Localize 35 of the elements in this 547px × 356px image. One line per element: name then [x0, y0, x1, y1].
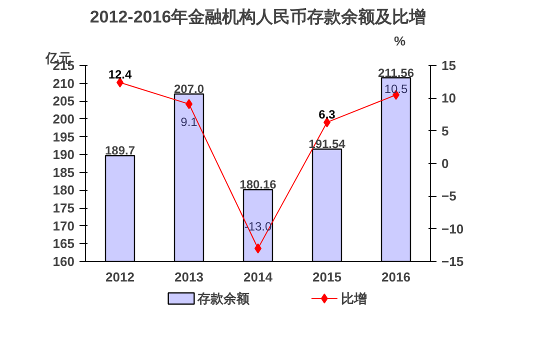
y-tick-label: 165	[52, 236, 75, 252]
y2-axis-title: %	[394, 34, 406, 48]
chart-title: 2012-2016年金融机构人民币存款余额及比增	[90, 8, 426, 26]
y-tick-label: 170	[52, 218, 75, 234]
y2-tick-label: 5	[442, 123, 449, 138]
x-tick-label: 2013	[174, 270, 204, 284]
data-label: 180.16	[240, 178, 277, 192]
y2-tick-label: −5	[442, 188, 456, 204]
x-tick-label: 2014	[244, 270, 274, 284]
data-label: 9.1	[180, 115, 198, 130]
y-tick-label: 185	[52, 164, 75, 180]
data-label: 189.7	[104, 144, 136, 158]
y2-tick-label: −10	[442, 221, 464, 236]
y-tick-label: 180	[52, 182, 75, 198]
y-tick-label: 175	[52, 200, 75, 216]
y-tick-label: 210	[52, 76, 75, 91]
legend-label: 比增	[340, 291, 367, 306]
legend-label: 存款余额	[196, 291, 251, 306]
x-tick-label: 2015	[312, 270, 342, 284]
data-label: 207.0	[174, 82, 204, 96]
data-label: 211.56	[378, 66, 414, 80]
x-tick-label: 2012	[106, 270, 134, 284]
y-tick-label: 195	[52, 129, 75, 144]
y2-tick-label: 0	[442, 156, 449, 171]
y2-tick-label: −15	[442, 254, 464, 269]
y-tick-label: 200	[52, 111, 75, 126]
y2-tick-label: 10	[442, 90, 456, 106]
y-tick-label: 205	[52, 94, 75, 109]
y-tick-label: 190	[52, 147, 75, 162]
y-tick-label: 160	[52, 254, 75, 269]
y2-tick-label: 15	[442, 58, 456, 73]
x-tick-label: 2016	[382, 270, 410, 284]
data-label: 6.3	[318, 107, 336, 122]
data-label: 12.4	[108, 67, 132, 82]
data-label: 10.5	[384, 82, 408, 96]
